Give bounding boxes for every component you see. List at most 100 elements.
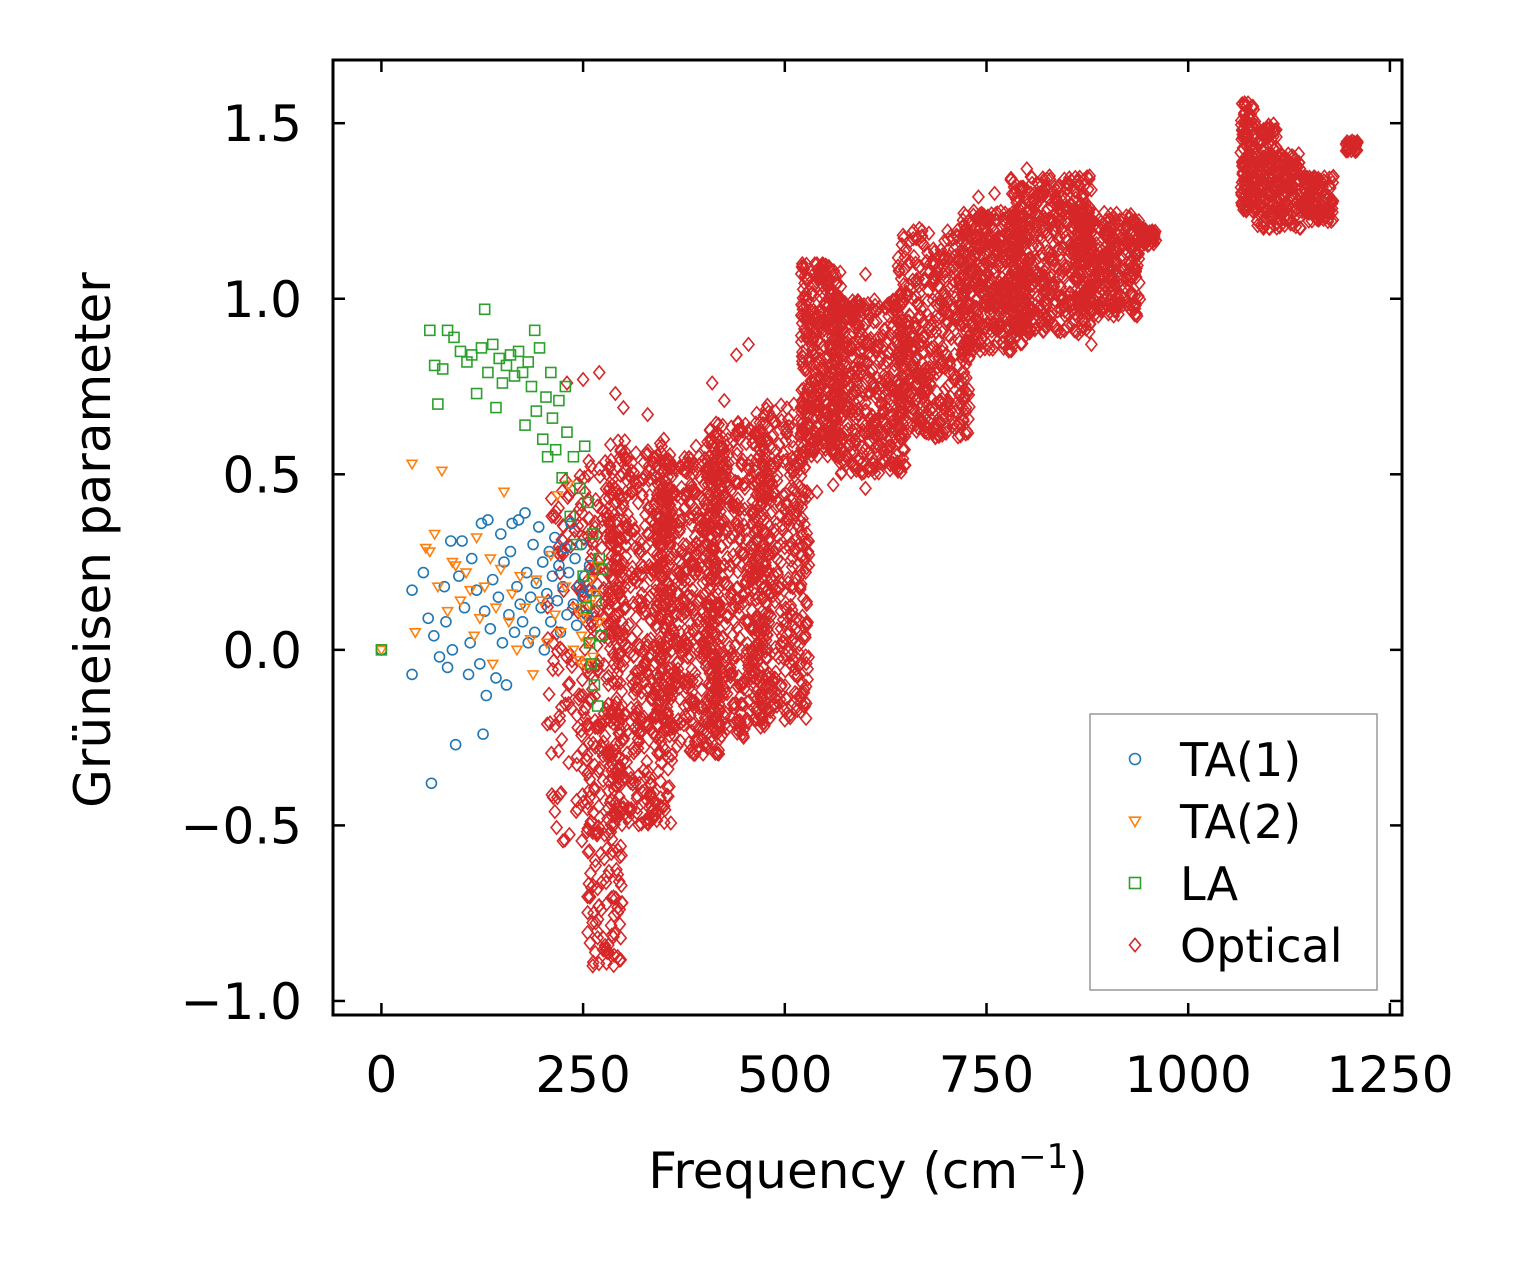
optical-point [621,800,635,816]
optical-point [634,684,649,701]
optical-point [547,653,561,669]
optical-point [720,524,734,541]
optical-point [581,888,595,905]
optical-point [628,681,642,698]
optical-point [612,952,627,968]
optical-point [706,655,720,672]
optical-point [721,475,735,492]
optical-point [602,460,617,476]
optical-point [620,519,634,535]
optical-point [555,531,569,548]
optical-point [586,804,600,821]
optical-point [615,501,629,518]
optical-point [688,566,702,583]
optical-point [597,656,611,673]
optical-point [588,944,602,961]
optical-point [716,594,730,610]
optical-point [605,927,619,944]
optical-point [555,542,569,559]
optical-point [716,688,730,704]
optical-point [742,461,756,478]
optical-point [602,825,616,842]
optical-point [583,935,597,951]
optical-point [599,941,613,958]
optical-point [785,646,799,663]
optical-point [598,827,612,843]
optical-point [661,788,675,805]
optical-point [734,455,749,471]
optical-point [711,470,725,487]
optical-point [540,716,554,732]
optical-point [567,530,581,547]
optical-point [619,451,633,468]
optical-point [681,630,695,647]
optical-point [584,690,598,707]
optical-point [656,489,670,506]
optical-point [712,460,727,477]
optical-point [701,507,715,524]
optical-point [665,458,679,475]
optical-point [666,686,680,703]
optical-point [630,790,644,807]
optical-point [660,574,674,591]
optical-point [636,605,650,621]
optical-point [654,546,669,562]
optical-point [649,616,663,633]
optical-point [703,422,717,439]
optical-point [665,619,679,636]
optical-point [552,500,566,516]
optical-point [601,810,615,827]
optical-point [662,558,676,574]
optical-point [741,635,755,652]
optical-point [571,518,585,534]
optical-point [708,745,722,762]
optical-point [583,816,597,833]
optical-point [570,756,584,773]
optical-point [683,572,697,588]
optical-point [651,670,665,687]
optical-point [653,743,667,760]
optical-point [649,707,663,724]
optical-point [669,668,683,685]
optical-point [618,620,632,637]
optical-point [606,619,620,636]
optical-point [604,452,618,469]
optical-point [614,847,628,864]
optical-point [680,603,694,620]
optical-point [687,746,701,763]
optical-point [576,741,591,758]
optical-point [544,490,558,507]
optical-point [675,590,689,607]
optical-point [680,488,694,505]
optical-point [624,801,638,818]
optical-point [686,622,701,638]
optical-point [698,614,712,630]
optical-point [673,715,687,731]
optical-point [623,774,638,791]
optical-point [750,607,764,624]
optical-point [748,665,762,681]
optical-point [631,731,645,747]
optical-point [708,540,722,557]
optical-point [617,626,631,643]
optical-point [721,431,735,448]
optical-point [558,696,572,713]
optical-point [644,512,658,529]
optical-point [685,684,699,701]
optical-point [593,760,607,777]
optical-point [674,567,688,583]
optical-point [638,715,652,732]
optical-point [718,652,733,669]
optical-point [562,487,576,503]
optical-point [637,454,651,471]
optical-point [607,889,621,905]
optical-point [640,791,654,808]
optical-point [683,707,697,724]
optical-point [548,803,562,820]
optical-point [584,458,598,475]
optical-point [616,795,630,811]
optical-point [756,469,770,485]
optical-point [600,670,614,687]
optical-point [558,472,573,489]
optical-point [543,715,557,731]
